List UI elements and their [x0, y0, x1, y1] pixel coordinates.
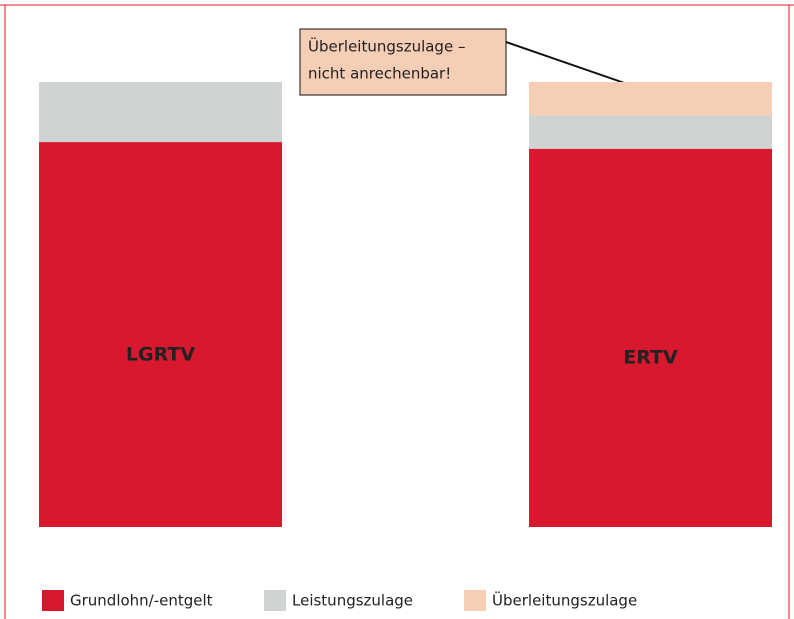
- bar-segment: [39, 142, 282, 527]
- annotation-box: [299, 28, 507, 96]
- legend-label: Grundlohn/-entgelt: [70, 592, 213, 610]
- category-label: LGRTV: [126, 344, 195, 366]
- annotation-line: Überleitungszulage –: [308, 37, 465, 56]
- legend-label: Leistungszulage: [292, 592, 413, 610]
- bar-segment: [529, 148, 772, 527]
- legend-swatch: [464, 590, 486, 611]
- category-label: ERTV: [623, 347, 678, 369]
- legend-label: Überleitungszulage: [492, 591, 637, 610]
- legend-swatch: [42, 590, 64, 611]
- annotation-line: nicht anrechenbar!: [308, 65, 451, 83]
- bar-segment: [529, 115, 772, 149]
- bar-segment: [529, 82, 772, 116]
- bar-segment: [39, 82, 282, 143]
- legend-swatch: [264, 590, 286, 611]
